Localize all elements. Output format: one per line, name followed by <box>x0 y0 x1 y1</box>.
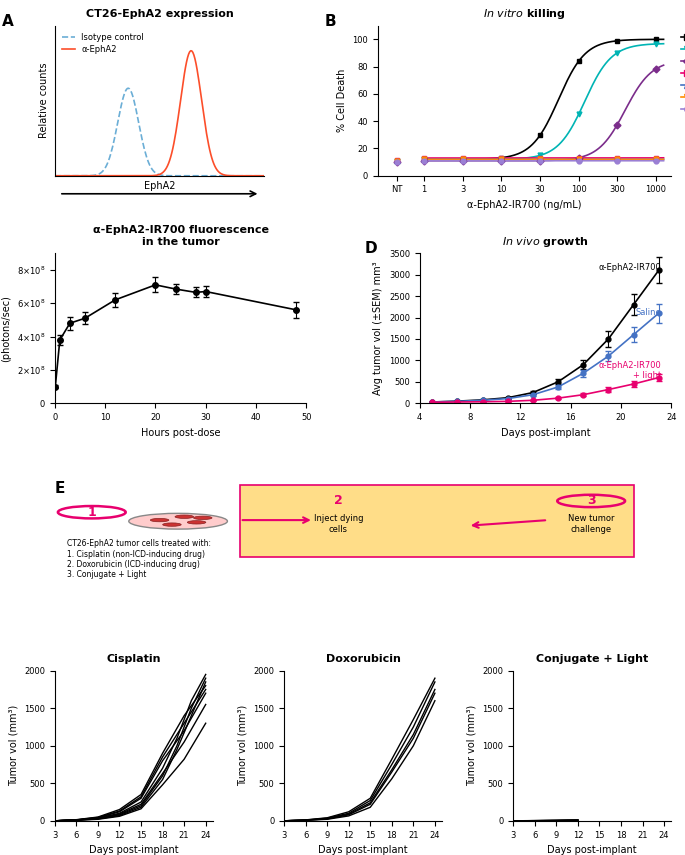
Title: CT26-EphA2 expression: CT26-EphA2 expression <box>86 9 234 20</box>
α-EphA2 <box>90 171 98 181</box>
X-axis label: Days post-implant: Days post-implant <box>501 428 590 438</box>
Isotype control <box>63 171 71 181</box>
Circle shape <box>175 515 194 518</box>
Circle shape <box>163 523 181 527</box>
α-EphA2 <box>251 171 259 181</box>
Y-axis label: Tumor vol (mm³): Tumor vol (mm³) <box>467 705 477 787</box>
FancyBboxPatch shape <box>240 485 634 557</box>
Text: A: A <box>2 14 14 28</box>
Text: B: B <box>325 14 336 28</box>
X-axis label: Days post-implant: Days post-implant <box>89 845 179 855</box>
Line: Isotype control: Isotype control <box>55 88 264 176</box>
Title: Conjugate + Light: Conjugate + Light <box>536 654 649 664</box>
X-axis label: Days post-implant: Days post-implant <box>319 845 408 855</box>
Text: E: E <box>55 481 65 496</box>
Title: Doxorubicin: Doxorubicin <box>325 654 401 664</box>
Text: α-EphA2-IR700
+ light: α-EphA2-IR700 + light <box>599 361 661 380</box>
Text: 2: 2 <box>334 494 342 508</box>
Circle shape <box>188 521 206 524</box>
Isotype control <box>244 171 252 181</box>
Text: Inject dying
cells: Inject dying cells <box>314 515 363 534</box>
Line: α-EphA2: α-EphA2 <box>55 50 264 176</box>
Ellipse shape <box>129 513 227 529</box>
Y-axis label: Fluorescence intensity
(photons/sec): Fluorescence intensity (photons/sec) <box>0 273 11 383</box>
Circle shape <box>446 521 489 528</box>
X-axis label: Days post-implant: Days post-implant <box>547 845 637 855</box>
Isotype control <box>260 171 269 181</box>
α-EphA2 <box>51 171 59 181</box>
Y-axis label: Tumor vol (mm³): Tumor vol (mm³) <box>8 705 18 787</box>
Legend: Isotype control, α-EphA2: Isotype control, α-EphA2 <box>59 30 147 57</box>
Y-axis label: Relative counts: Relative counts <box>39 63 49 139</box>
Isotype control <box>90 170 98 180</box>
Isotype control <box>59 171 67 181</box>
Title: Cisplatin: Cisplatin <box>107 654 161 664</box>
α-EphA2 <box>186 45 195 56</box>
Y-axis label: Tumor vol (mm³): Tumor vol (mm³) <box>238 705 248 787</box>
Isotype control <box>51 171 59 181</box>
Y-axis label: Avg tumor vol (±SEM) mm³: Avg tumor vol (±SEM) mm³ <box>373 262 384 395</box>
Text: Saline: Saline <box>636 309 661 317</box>
Text: 1: 1 <box>88 505 96 519</box>
Text: D: D <box>364 241 377 256</box>
Y-axis label: % Cell Death: % Cell Death <box>337 69 347 133</box>
Circle shape <box>194 516 212 520</box>
X-axis label: EphA2: EphA2 <box>144 181 175 192</box>
Text: New tumor
challenge: New tumor challenge <box>568 515 614 534</box>
Isotype control <box>251 171 259 181</box>
Legend: 16 J/cm², 8 J/cm², 4 J/cm², 2 J/cm², 1 J/cm², 0.5 J/cm², 0 J/cm²: 16 J/cm², 8 J/cm², 4 J/cm², 2 J/cm², 1 J… <box>678 29 685 117</box>
α-EphA2 <box>63 171 71 181</box>
α-EphA2 <box>244 171 252 181</box>
Circle shape <box>151 518 169 522</box>
X-axis label: Hours post-dose: Hours post-dose <box>141 428 221 438</box>
Text: 3: 3 <box>587 494 595 508</box>
α-EphA2 <box>107 171 115 181</box>
Title: α-EphA2-IR700 fluorescence
in the tumor: α-EphA2-IR700 fluorescence in the tumor <box>92 225 269 247</box>
α-EphA2 <box>59 171 67 181</box>
Isotype control <box>107 149 115 159</box>
Text: α-EphA2-IR700: α-EphA2-IR700 <box>599 263 661 273</box>
Ellipse shape <box>369 520 456 531</box>
Title: $\it{In\ vivo}$ growth: $\it{In\ vivo}$ growth <box>502 235 589 249</box>
Title: $\it{In\ vitro}$ killing: $\it{In\ vitro}$ killing <box>483 8 566 21</box>
α-EphA2 <box>260 171 269 181</box>
Isotype control <box>125 83 133 93</box>
Text: CT26-EphA2 tumor cells treated with:
1. Cisplatin (non-ICD-inducing drug)
2. Dox: CT26-EphA2 tumor cells treated with: 1. … <box>67 540 211 580</box>
X-axis label: α-EphA2-IR700 (ng/mL): α-EphA2-IR700 (ng/mL) <box>467 200 582 210</box>
